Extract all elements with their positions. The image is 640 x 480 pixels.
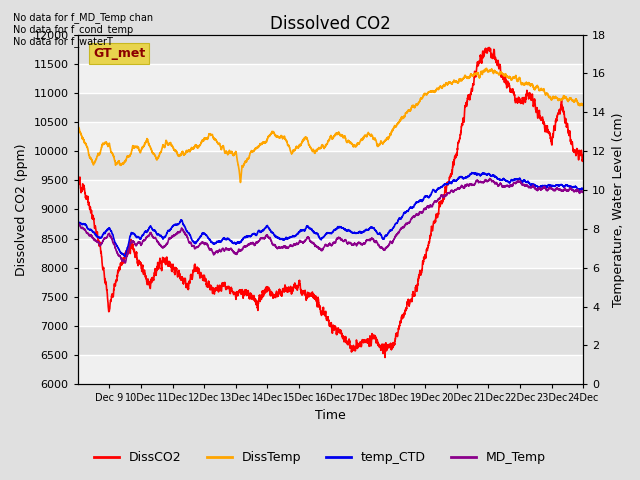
- Y-axis label: Dissolved CO2 (ppm): Dissolved CO2 (ppm): [15, 143, 28, 276]
- Bar: [77, 355, 583, 384]
- Bar: [77, 209, 583, 239]
- X-axis label: Time: Time: [315, 409, 346, 422]
- Bar: [77, 180, 583, 209]
- Bar: [77, 268, 583, 297]
- Text: No data for f_MD_Temp chan: No data for f_MD_Temp chan: [13, 12, 153, 23]
- Bar: [77, 35, 583, 64]
- Bar: [77, 239, 583, 268]
- Legend: DissCO2, DissTemp, temp_CTD, MD_Temp: DissCO2, DissTemp, temp_CTD, MD_Temp: [89, 446, 551, 469]
- Bar: [77, 151, 583, 180]
- Bar: [77, 64, 583, 93]
- Text: GT_met: GT_met: [93, 47, 145, 60]
- Bar: [77, 122, 583, 151]
- Bar: [77, 93, 583, 122]
- Text: No data for f_waterT: No data for f_waterT: [13, 36, 113, 47]
- Text: No data for f_cond_temp: No data for f_cond_temp: [13, 24, 133, 35]
- Bar: [77, 297, 583, 326]
- Bar: [77, 326, 583, 355]
- Y-axis label: Temperature, Water Level (cm): Temperature, Water Level (cm): [612, 112, 625, 307]
- Title: Dissolved CO2: Dissolved CO2: [270, 15, 391, 33]
